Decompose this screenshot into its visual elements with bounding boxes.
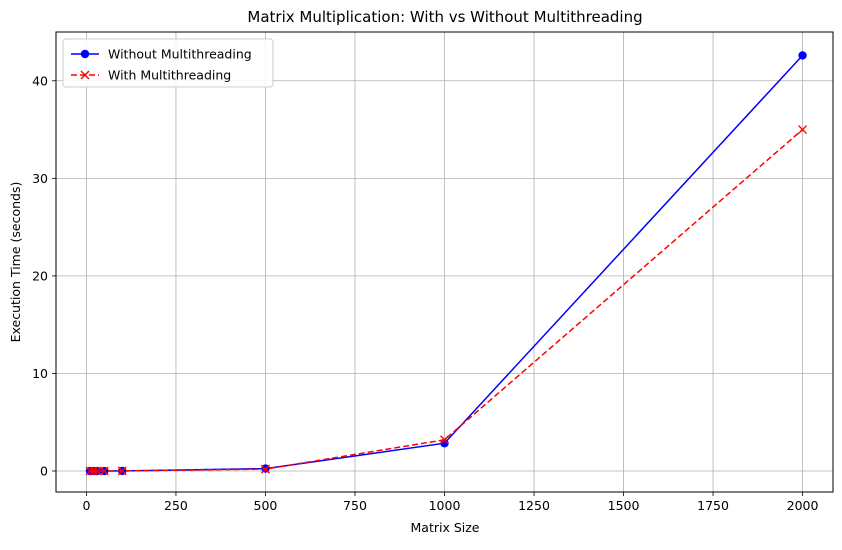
y-axis-label: Execution Time (seconds) bbox=[8, 182, 23, 343]
series-layer bbox=[85, 51, 808, 476]
data-point bbox=[85, 466, 95, 476]
legend-box bbox=[62, 38, 274, 88]
chart-title: Matrix Multiplication: With vs Without M… bbox=[247, 8, 642, 26]
data-point bbox=[89, 466, 99, 476]
grid-lines bbox=[56, 32, 833, 492]
y-tick-label: 20 bbox=[32, 268, 48, 283]
x-tick-label: 2000 bbox=[787, 498, 819, 513]
x-tick-label: 1250 bbox=[518, 498, 550, 513]
legend-marker bbox=[80, 49, 90, 59]
y-tick-label: 40 bbox=[32, 73, 48, 88]
x-axis-label: Matrix Size bbox=[411, 520, 480, 535]
x-tick-label: 500 bbox=[254, 498, 278, 513]
legend-label: With Multithreading bbox=[108, 68, 231, 83]
y-tick-label: 30 bbox=[32, 171, 48, 186]
data-point bbox=[117, 466, 127, 476]
legend: Without Multithreading With Multithreadin… bbox=[62, 38, 274, 88]
data-point bbox=[260, 464, 270, 474]
series-line bbox=[90, 128, 804, 472]
data-point bbox=[798, 51, 807, 60]
x-tick-label: 1500 bbox=[608, 498, 640, 513]
plot-area-frame bbox=[55, 31, 834, 493]
y-tick-label: 10 bbox=[32, 366, 48, 381]
series-2 bbox=[85, 125, 808, 476]
data-point bbox=[92, 466, 102, 476]
legend-marker bbox=[80, 70, 90, 80]
data-point bbox=[99, 466, 109, 476]
x-axis-ticks: 0 250 500 750 1000 1250 1500 1750 2000 bbox=[82, 492, 819, 513]
x-tick-label: 750 bbox=[343, 498, 367, 513]
x-tick-label: 1750 bbox=[697, 498, 729, 513]
x-tick-label: 250 bbox=[164, 498, 188, 513]
series-1 bbox=[85, 51, 807, 476]
y-tick-label: 0 bbox=[40, 464, 48, 479]
data-point bbox=[798, 125, 808, 135]
data-point bbox=[440, 435, 449, 445]
legend-entry: Without Multithreading bbox=[71, 47, 252, 62]
legend-label: Without Multithreading bbox=[108, 47, 252, 62]
series-line bbox=[90, 54, 804, 472]
x-tick-label: 1000 bbox=[429, 498, 461, 513]
x-tick-label: 0 bbox=[82, 498, 90, 513]
y-axis-ticks: 0 10 20 30 40 bbox=[32, 73, 56, 479]
legend-entry: With Multithreading bbox=[71, 68, 231, 83]
